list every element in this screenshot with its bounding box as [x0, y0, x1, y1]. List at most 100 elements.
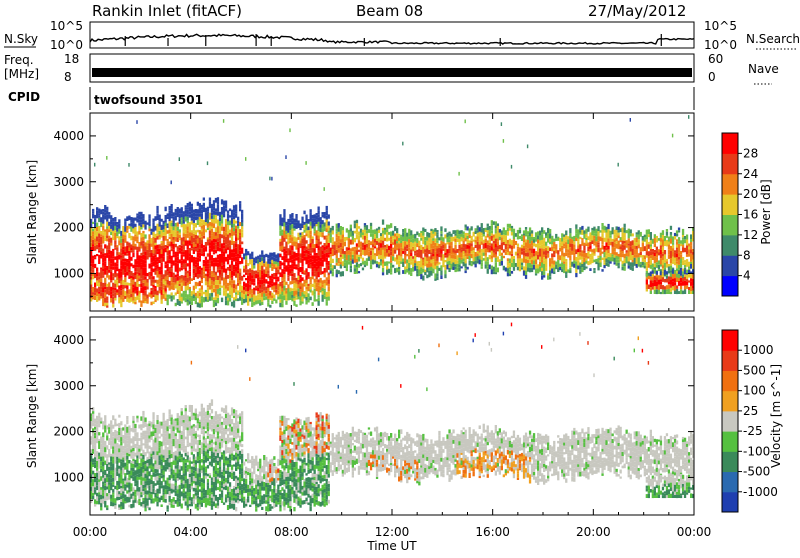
heatmap-cell	[150, 425, 152, 427]
heatmap-cell	[678, 271, 680, 274]
heatmap-cell	[660, 245, 662, 250]
heatmap-cell	[638, 244, 640, 248]
heatmap-cell	[94, 231, 96, 235]
heatmap-cell	[388, 225, 390, 229]
heatmap-cell	[444, 243, 446, 248]
heatmap-cell	[225, 248, 227, 253]
heatmap-cell	[217, 229, 219, 234]
heatmap-cell	[177, 285, 179, 290]
heatmap-cell	[384, 262, 386, 266]
heatmap-cell	[632, 233, 634, 236]
heatmap-cell	[384, 257, 386, 259]
heatmap-cell	[112, 294, 114, 297]
heatmap-cell	[173, 212, 175, 216]
heatmap-cell	[219, 292, 221, 296]
heatmap-cell	[207, 242, 209, 246]
heatmap-cell	[197, 209, 199, 214]
heatmap-cell	[332, 265, 334, 268]
heatmap-cell	[92, 414, 94, 418]
heatmap-cell	[495, 255, 497, 258]
heatmap-cell	[426, 241, 428, 245]
heatmap-cell	[116, 273, 118, 277]
heatmap-cell	[358, 271, 360, 273]
heatmap-cell	[235, 241, 237, 243]
heatmap-cell	[231, 292, 233, 295]
heatmap-cell	[688, 115, 689, 119]
heatmap-cell	[575, 257, 577, 261]
heatmap-cell	[132, 252, 134, 257]
heatmap-cell	[189, 270, 191, 272]
heatmap-cell	[110, 471, 112, 475]
heatmap-cell	[231, 270, 233, 275]
heatmap-cell	[130, 494, 132, 499]
heatmap-cell	[94, 215, 96, 219]
heatmap-cell	[94, 255, 96, 257]
heatmap-cell	[128, 226, 130, 229]
heatmap-cell	[124, 252, 126, 256]
heatmap-cell	[283, 209, 285, 214]
heatmap-cell	[241, 301, 243, 305]
heatmap-cell	[372, 239, 374, 244]
heatmap-cell	[503, 227, 505, 232]
heatmap-cell	[241, 242, 243, 245]
heatmap-cell	[581, 238, 583, 241]
heatmap-cell	[382, 220, 384, 225]
cpid-label: CPID	[8, 90, 40, 104]
heatmap-cell	[656, 281, 658, 286]
heatmap-cell	[167, 255, 169, 260]
heatmap-cell	[676, 268, 678, 271]
heatmap-cell	[509, 224, 511, 228]
heatmap-cell	[664, 241, 666, 246]
heatmap-cell	[94, 242, 96, 246]
heatmap-cell	[108, 490, 110, 493]
heatmap-cell	[227, 248, 229, 250]
heatmap-cell	[450, 258, 452, 263]
heatmap-cell	[670, 273, 672, 277]
heatmap-cell	[591, 235, 593, 240]
heatmap-cell	[167, 295, 169, 298]
heatmap-cell	[326, 292, 328, 297]
heatmap-cell	[674, 262, 676, 265]
heatmap-cell	[275, 282, 277, 286]
heatmap-cell	[134, 302, 136, 305]
heatmap-cell	[257, 264, 259, 269]
heatmap-cell	[148, 214, 150, 218]
heatmap-cell	[277, 258, 279, 263]
heatmap-cell	[634, 249, 636, 254]
heatmap-cell	[96, 245, 98, 249]
heatmap-cell	[408, 263, 410, 268]
heatmap-cell	[392, 265, 394, 268]
heatmap-cell	[320, 225, 322, 228]
heatmap-cell	[150, 457, 152, 460]
heatmap-cell	[281, 246, 283, 250]
heatmap-cell	[233, 241, 235, 243]
heatmap-cell	[527, 248, 529, 252]
heatmap-cell	[366, 262, 368, 266]
heatmap-cell	[603, 250, 605, 253]
heatmap-cell	[479, 236, 481, 239]
heatmap-cell	[674, 291, 676, 295]
heatmap-cell	[543, 261, 545, 264]
heatmap-cell	[96, 293, 98, 297]
heatmap-cell	[279, 272, 281, 277]
heatmap-cell	[159, 274, 161, 278]
heatmap-cell	[557, 255, 559, 260]
heatmap-cell	[575, 262, 577, 267]
heatmap-cell	[235, 251, 237, 254]
heatmap-cell	[603, 262, 605, 265]
heatmap-cell	[456, 249, 458, 253]
heatmap-cell	[684, 265, 686, 268]
heatmap-cell	[110, 454, 112, 457]
heatmap-cell	[140, 212, 142, 217]
heatmap-cell	[650, 255, 652, 258]
heatmap-cell	[221, 207, 223, 210]
heatmap-cell	[511, 254, 513, 256]
heatmap-cell	[412, 267, 414, 272]
heatmap-cell	[122, 463, 124, 468]
heatmap-cell	[152, 301, 154, 304]
heatmap-cell	[175, 252, 177, 254]
heatmap-cell	[191, 240, 193, 244]
heatmap-cell	[674, 274, 676, 278]
heatmap-cell	[283, 274, 285, 279]
heatmap-cell	[545, 267, 547, 271]
